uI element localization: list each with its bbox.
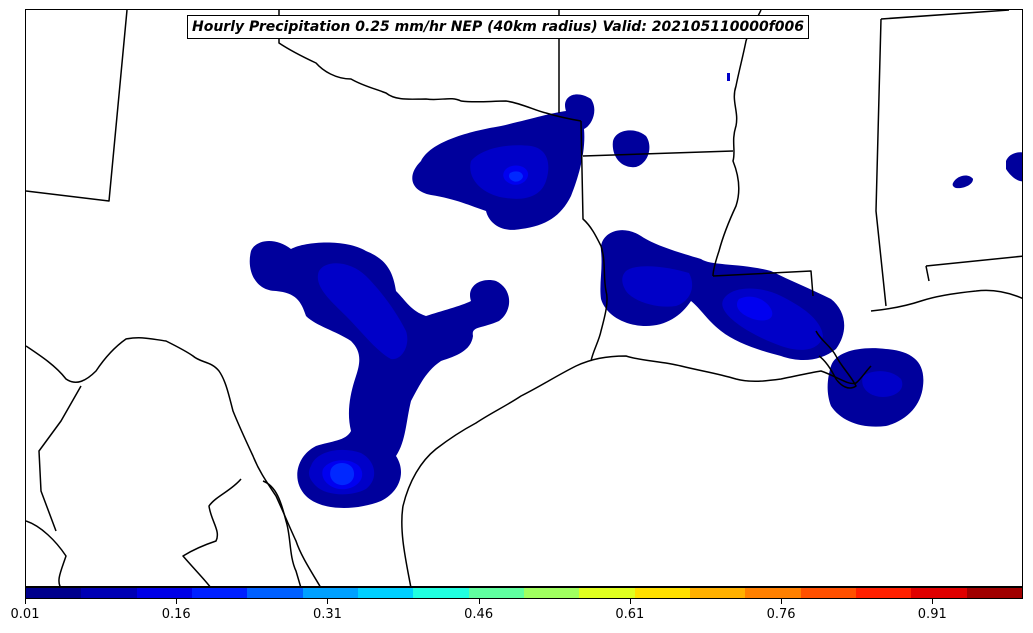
colorbar-tick-label: 0.91 <box>917 607 947 622</box>
probability-region-south-texas-peak <box>330 463 355 486</box>
probability-region-tiny <box>727 73 730 81</box>
colorbar-swatch <box>579 588 635 598</box>
probability-region-louisiana-east-core <box>736 296 773 321</box>
colorbar-tick <box>932 599 934 604</box>
mississippi-river <box>712 10 762 277</box>
colorbar-tick <box>176 599 178 604</box>
colorbar-swatch <box>81 588 137 598</box>
gulf-coastline <box>401 355 872 586</box>
probability-region-gulf-coast-mid <box>862 371 903 397</box>
colorbar-tick <box>781 599 783 604</box>
arkansas-louisiana-line <box>582 150 734 157</box>
rio-grande-border <box>26 337 321 586</box>
colorbar-swatch <box>523 588 580 598</box>
red-river-boundary <box>278 10 582 122</box>
mexico-state-line-2 <box>26 520 67 586</box>
probability-region-north-texas-peak <box>509 171 523 182</box>
colorbar-tick <box>629 599 631 604</box>
probability-region-central-texas-mid <box>317 263 408 360</box>
colorbar-tick-label: 0.31 <box>312 607 342 622</box>
colorbar-tick-label: 0.61 <box>615 607 645 622</box>
colorbar-swatch <box>689 588 746 598</box>
colorbar-swatch <box>911 588 967 598</box>
texas-louisiana-border <box>580 120 608 362</box>
louisiana-delta <box>815 330 857 389</box>
mexico-state-line-4 <box>262 480 302 586</box>
map-title: Hourly Precipitation 0.25 mm/hr NEP (40k… <box>187 15 810 39</box>
colorbar-swatch <box>191 588 248 598</box>
probability-region-east-edge <box>1006 152 1022 182</box>
map-plot-area <box>25 9 1023 587</box>
probability-region-central-texas <box>249 240 510 508</box>
colorbar-swatch <box>247 588 303 598</box>
louisiana-north-line <box>712 270 814 297</box>
colorbar-swatch <box>136 588 192 598</box>
alabama-florida-line <box>925 265 930 282</box>
colorbar-swatch <box>357 588 414 598</box>
mississippi-alabama-line <box>875 18 887 307</box>
colorbar-swatch <box>966 588 1022 598</box>
colorbar-tick <box>25 599 26 604</box>
colorbar-swatch <box>413 588 469 598</box>
colorbar-tick-label: 0.01 <box>10 607 40 622</box>
mexico-state-line-3 <box>182 478 242 586</box>
mexico-state-line-1 <box>38 385 82 532</box>
alabama-georgia-line <box>880 10 1010 20</box>
colorbar-swatch <box>302 588 358 598</box>
colorbar <box>25 587 1023 599</box>
colorbar-swatch <box>468 588 524 598</box>
colorbar-swatch <box>26 588 82 598</box>
probability-region-east-small <box>952 175 973 189</box>
colorbar-swatch <box>634 588 690 598</box>
map-boundaries <box>26 10 1022 586</box>
florida-panhandle-line <box>925 255 1022 267</box>
colorbar-tick <box>327 599 329 604</box>
probability-field <box>249 73 1022 508</box>
colorbar-swatch <box>855 588 912 598</box>
state-boundary-west <box>26 10 128 202</box>
eastern-gulf-coast <box>870 289 1022 312</box>
colorbar-tick-label: 0.16 <box>161 607 191 622</box>
colorbar-tick-label: 0.76 <box>766 607 796 622</box>
probability-region-arkansas <box>612 130 650 168</box>
colorbar-swatch <box>800 588 856 598</box>
map-canvas <box>26 10 1022 586</box>
colorbar-swatch <box>745 588 801 598</box>
colorbar-tick <box>478 599 480 604</box>
colorbar-tick-label: 0.46 <box>464 607 494 622</box>
probability-region-louisiana-mid <box>622 266 693 307</box>
